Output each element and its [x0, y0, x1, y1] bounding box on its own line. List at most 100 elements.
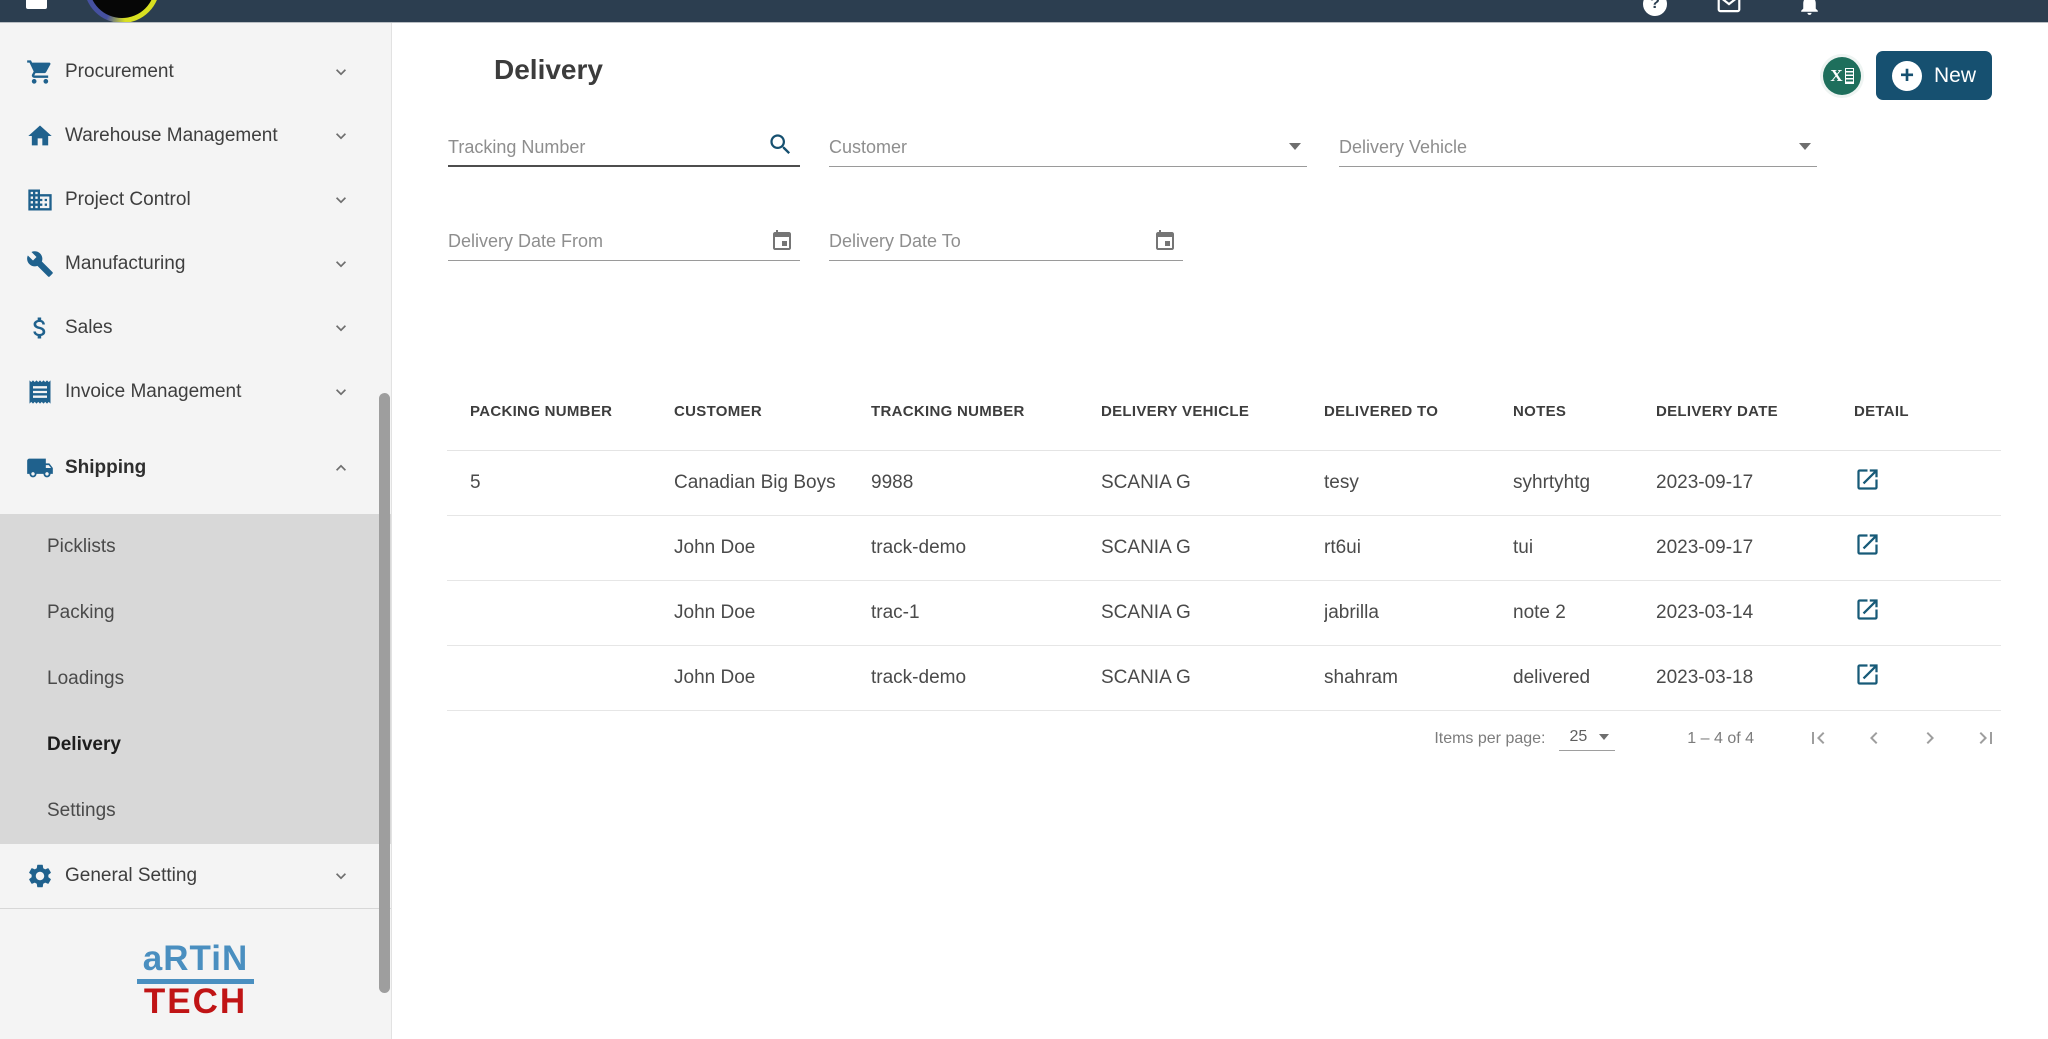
open-detail-button[interactable]: [1854, 466, 1881, 496]
col-delivered-to: DELIVERED TO: [1324, 373, 1513, 451]
sidebar-item-project-control[interactable]: Project Control: [0, 168, 391, 232]
table-row: John Doe track-demo SCANIA G shahram del…: [447, 645, 2001, 711]
chevron-down-icon: [331, 126, 351, 146]
search-icon[interactable]: [767, 131, 794, 158]
delivery-date-from-input[interactable]: [448, 219, 800, 260]
delivery-date-to-input[interactable]: [829, 219, 1183, 260]
col-notes: NOTES: [1513, 373, 1656, 451]
delivery-vehicle-select[interactable]: [1339, 125, 1817, 167]
notifications-icon[interactable]: [1797, 0, 1822, 22]
cell-delivery-vehicle: SCANIA G: [1101, 645, 1324, 711]
chevron-down-icon: [331, 866, 351, 886]
customer-select[interactable]: [829, 125, 1307, 167]
cell-customer: John Doe: [674, 645, 871, 711]
sidebar-item-settings[interactable]: Settings: [47, 800, 116, 821]
table-header-row: PACKING NUMBER CUSTOMER TRACKING NUMBER …: [447, 373, 2001, 451]
delivery-vehicle-input[interactable]: [1339, 125, 1817, 166]
flag-icon[interactable]: [26, 0, 47, 9]
col-customer: CUSTOMER: [674, 373, 871, 451]
topbar: ?: [0, 0, 2048, 23]
building-icon: [26, 186, 54, 214]
main-content: Delivery X + New: [393, 23, 2048, 1039]
cell-delivery-date: 2023-09-17: [1656, 515, 1854, 581]
new-button-label: New: [1933, 63, 1976, 87]
sidebar-item-shipping[interactable]: Shipping: [0, 436, 391, 500]
mail-icon[interactable]: [1716, 0, 1742, 21]
cell-delivery-vehicle: SCANIA G: [1101, 515, 1324, 581]
chevron-down-icon: [331, 190, 351, 210]
company-logo[interactable]: [84, 0, 160, 22]
sidebar-nav: Procurement Warehouse Management Proje: [0, 23, 391, 909]
home-icon: [26, 122, 54, 150]
next-page-button[interactable]: [1918, 726, 1942, 753]
new-button[interactable]: + New: [1876, 51, 1992, 100]
customer-input[interactable]: [829, 125, 1307, 166]
cell-delivery-vehicle: SCANIA G: [1101, 580, 1324, 646]
dropdown-arrow-icon: [1799, 143, 1811, 150]
calendar-icon[interactable]: [1153, 229, 1177, 253]
sidebar-item-label: Invoice Management: [65, 381, 242, 402]
sidebar-item-general-setting[interactable]: General Setting: [0, 844, 391, 909]
cell-tracking-number: track-demo: [871, 645, 1101, 711]
chevron-down-icon: [331, 62, 351, 82]
open-detail-button[interactable]: [1854, 596, 1881, 626]
sidebar-item-warehouse-management[interactable]: Warehouse Management: [0, 104, 391, 168]
cell-customer: Canadian Big Boys: [674, 450, 871, 516]
sidebar-item-label: General Setting: [65, 865, 198, 886]
cell-notes: note 2: [1513, 580, 1656, 646]
paginator: Items per page: 25 1 – 4 of 4: [1434, 717, 1998, 761]
page-range-label: 1 – 4 of 4: [1687, 730, 1754, 747]
col-tracking-number: TRACKING NUMBER: [871, 373, 1101, 451]
sidebar-item-sales[interactable]: Sales: [0, 296, 391, 360]
sidebar-item-loadings[interactable]: Loadings: [47, 668, 125, 689]
cell-tracking-number: trac-1: [871, 580, 1101, 646]
truck-icon: [26, 454, 54, 482]
open-detail-button[interactable]: [1854, 531, 1881, 561]
delivery-table: PACKING NUMBER CUSTOMER TRACKING NUMBER …: [447, 373, 2001, 711]
tracking-number-input[interactable]: [448, 125, 800, 165]
chevron-down-icon: [331, 254, 351, 274]
page-title: Delivery: [494, 54, 603, 85]
first-page-button[interactable]: [1806, 726, 1830, 753]
sidebar-item-label: Sales: [65, 317, 113, 338]
sidebar-item-label: Procurement: [65, 61, 174, 82]
sidebar-item-delivery[interactable]: Delivery: [47, 734, 121, 755]
sidebar-item-picklists[interactable]: Picklists: [47, 536, 116, 557]
col-packing-number: PACKING NUMBER: [447, 373, 674, 451]
cell-delivered-to: rt6ui: [1324, 515, 1513, 581]
sidebar-item-label: Shipping: [65, 457, 147, 478]
open-detail-button[interactable]: [1854, 661, 1881, 691]
artin-tech-logo: aRTiN TECH: [0, 940, 391, 1021]
logo-line1: aRTiN: [136, 940, 255, 984]
export-excel-button[interactable]: X: [1823, 57, 1861, 95]
sidebar-item-label: Warehouse Management: [65, 125, 278, 146]
chevron-up-icon: [331, 458, 351, 478]
items-per-page-value: 25: [1569, 727, 1588, 745]
sidebar-item-manufacturing[interactable]: Manufacturing: [0, 232, 391, 296]
cell-notes: delivered: [1513, 645, 1656, 711]
sidebar-item-invoice-management[interactable]: Invoice Management: [0, 360, 391, 424]
cell-delivery-date: 2023-09-17: [1656, 450, 1854, 516]
sidebar-item-label: Project Control: [65, 189, 191, 210]
table-row: 5 Canadian Big Boys 9988 SCANIA G tesy s…: [447, 450, 2001, 516]
items-per-page-label: Items per page:: [1434, 730, 1546, 747]
help-icon[interactable]: ?: [1643, 0, 1667, 16]
sidebar-item-procurement[interactable]: Procurement: [0, 40, 391, 104]
calendar-icon[interactable]: [770, 229, 794, 253]
cell-delivery-vehicle: SCANIA G: [1101, 450, 1324, 516]
logo-line2: TECH: [143, 981, 248, 1021]
cell-customer: John Doe: [674, 580, 871, 646]
table-row: John Doe trac-1 SCANIA G jabrilla note 2…: [447, 580, 2001, 646]
cart-icon: [26, 58, 54, 86]
cell-packing-number: [447, 645, 674, 711]
last-page-button[interactable]: [1974, 726, 1998, 753]
cell-detail: [1854, 450, 2001, 516]
cell-delivery-date: 2023-03-18: [1656, 645, 1854, 711]
items-per-page-select[interactable]: 25: [1559, 727, 1616, 751]
tracking-number-field: [448, 125, 800, 167]
sidebar-scrollbar[interactable]: [379, 393, 390, 993]
previous-page-button[interactable]: [1862, 726, 1886, 753]
sidebar: Procurement Warehouse Management Proje: [0, 23, 392, 1039]
excel-icon: X: [1830, 66, 1854, 86]
sidebar-item-packing[interactable]: Packing: [47, 602, 115, 623]
